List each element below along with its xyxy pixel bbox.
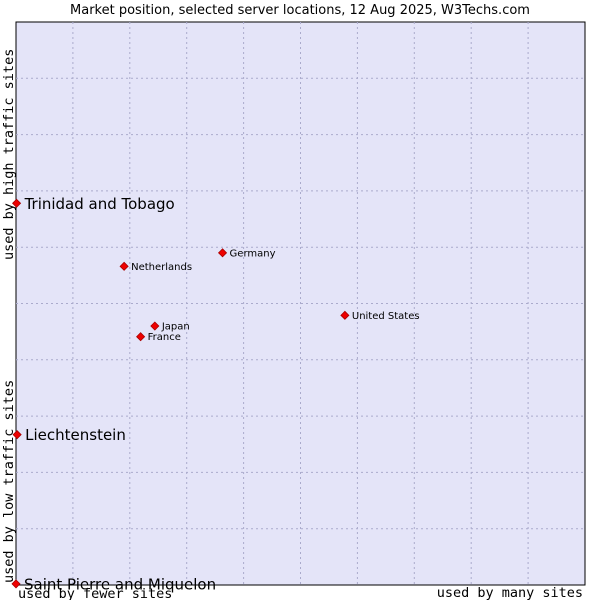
point-marker-trinidad-and-tobago xyxy=(12,198,22,208)
point-label-trinidad-and-tobago: Trinidad and Tobago xyxy=(24,195,175,213)
point-label-japan: Japan xyxy=(161,322,190,333)
point-label-liechtenstein: Liechtenstein xyxy=(25,426,126,444)
point-label-saint-pierre-and-miquelon: Saint Pierre and Miquelon xyxy=(24,575,216,593)
y-axis-label-high: used by high traffic sites xyxy=(1,49,17,260)
point-marker-france xyxy=(136,332,146,342)
chart-title: Market position, selected server locatio… xyxy=(70,3,530,18)
point-label-united-states: United States xyxy=(352,311,420,322)
y-axis-label-low: used by low traffic sites xyxy=(1,380,17,583)
point-label-netherlands: Netherlands xyxy=(131,262,192,273)
point-label-france: France xyxy=(148,332,181,343)
point-marker-saint-pierre-and-miquelon xyxy=(11,579,21,589)
grid-lines xyxy=(16,22,585,585)
point-marker-liechtenstein xyxy=(12,430,22,440)
point-marker-united-states xyxy=(340,310,350,320)
data-points: United States Germany Netherlands JapanFran… xyxy=(11,195,420,593)
point-label-germany: Germany xyxy=(230,248,276,259)
point-marker-germany xyxy=(217,248,228,258)
point-marker-japan xyxy=(150,321,160,331)
x-axis-label-low: used by fewer sites xyxy=(18,586,172,600)
x-axis-label-high: used by many sites xyxy=(437,585,583,600)
point-marker-netherlands xyxy=(119,261,129,271)
